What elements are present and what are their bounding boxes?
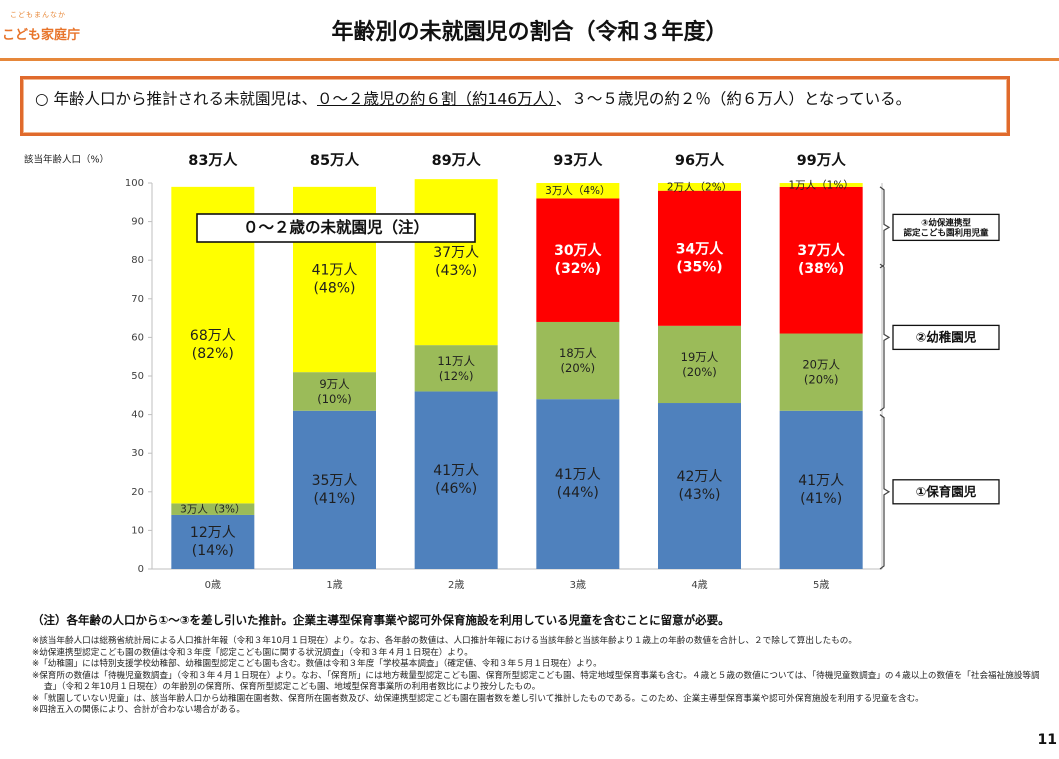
legend-bracket-2 bbox=[879, 263, 891, 412]
total-label-2: 89万人 bbox=[432, 152, 482, 169]
bar-hoikuen-1 bbox=[293, 410, 376, 569]
data-label-youchien-5: 37万人(38%) bbox=[797, 242, 845, 277]
bar-kodomoen-4 bbox=[658, 325, 741, 404]
y-tick-label: 0 bbox=[138, 564, 144, 575]
bar-hoikuen-5 bbox=[779, 410, 863, 569]
footnote-1: ※該当年齢人口は総務省統計局による人口推計年報（令和３年10月１日現在）より。な… bbox=[32, 636, 857, 646]
total-label-4: 96万人 bbox=[675, 152, 725, 169]
y-tick-label: 50 bbox=[131, 371, 144, 382]
y-tick-label: 90 bbox=[131, 217, 144, 228]
data-label-hoikuen-4: 42万人(43%) bbox=[677, 469, 723, 503]
x-tick-label-0: 0歳 bbox=[205, 579, 221, 591]
logo-name: こども家庭庁 bbox=[2, 28, 81, 43]
data-label-mishuen-2: 37万人(43%) bbox=[433, 245, 479, 279]
footnote-2: ※幼保連携型認定こども園の数値は令和３年度「認定こども園に関する状況調査」（令和… bbox=[32, 647, 473, 658]
y-tick-label: 20 bbox=[131, 487, 144, 498]
bar-kodomoen-5 bbox=[779, 333, 863, 411]
data-label-mishuen-4: 2万人（2%） bbox=[667, 181, 732, 193]
legend-text-2: ②幼稚園児 bbox=[916, 329, 977, 344]
summary-underlined: ０～２歳児の約６割（約146万人） bbox=[316, 90, 556, 108]
bar-mishuen-4 bbox=[658, 183, 741, 191]
y-tick-label: 10 bbox=[131, 525, 144, 536]
bar-hoikuen-3 bbox=[536, 399, 620, 569]
data-label-kodomoen-4: 19万人(20%) bbox=[681, 349, 719, 378]
data-label-kodomoen-5: 20万人(20%) bbox=[802, 357, 840, 386]
data-label-youchien-3: 30万人(32%) bbox=[554, 242, 602, 277]
total-label-1: 85万人 bbox=[310, 152, 360, 169]
bar-youchien-3 bbox=[536, 198, 620, 322]
bar-hoikuen-4 bbox=[658, 403, 741, 569]
stacked-bar-chart: 該当年齢人口（%） 0 10 20 30 40 50 60 70 80 90 100 12万人(14%)… bbox=[24, 152, 1000, 591]
footnote-3: ※「幼稚園」には特別支援学校幼稚部、幼稚園型認定こども園も含む。数値は令和３年度… bbox=[32, 659, 602, 669]
bar-mishuen-3 bbox=[536, 183, 620, 199]
total-label-0: 83万人 bbox=[188, 152, 238, 169]
y-tick-label: 60 bbox=[131, 332, 144, 343]
y-tick-label: 80 bbox=[131, 255, 144, 266]
legend-bracket-3 bbox=[879, 414, 891, 570]
agency-logo: こどもまんなか こども家庭庁 bbox=[2, 6, 92, 46]
title-divider bbox=[0, 58, 1059, 61]
data-label-hoikuen-0: 12万人(14%) bbox=[190, 525, 236, 559]
data-label-mishuen-1: 41万人(48%) bbox=[312, 263, 358, 297]
legend-bracket-1 bbox=[879, 186, 891, 269]
total-label-3: 93万人 bbox=[553, 152, 603, 169]
total-label-5: 99万人 bbox=[797, 152, 847, 169]
footnote-4: ※保育所の数値は「待機児童数調査」（令和３年４月１日現在）より。なお、「保育所」… bbox=[32, 670, 1040, 693]
summary-text-before: 年齢人口から推計される未就園児は、 bbox=[53, 90, 317, 108]
data-label-kodomoen-0: 3万人（3%） bbox=[180, 504, 245, 516]
legend-text-3: ①保育園児 bbox=[916, 483, 977, 498]
bar-kodomoen-3 bbox=[536, 321, 620, 400]
x-tick-label-1: 1歳 bbox=[326, 579, 342, 591]
footnote-5: ※「就園していない児童」は、該当年齢人口から幼稚園在園者数、保育所在園者数及び、… bbox=[32, 693, 924, 704]
bar-kodomoen-0 bbox=[171, 503, 255, 515]
summary-bullet: ○ bbox=[35, 90, 49, 108]
footnote-list: ※該当年齢人口は総務省統計局による人口推計年報（令和３年10月１日現在）より。な… bbox=[32, 636, 1042, 717]
data-label-mishuen-5: 1万人（1%） bbox=[788, 179, 853, 191]
legend-box-2 bbox=[892, 324, 1000, 351]
bar-youchien-4 bbox=[658, 190, 741, 326]
page-number: 11 bbox=[1037, 732, 1057, 748]
summary-box: ○ 年齢人口から推計される未就園児は、０～２歳児の約６割（約146万人）、３～５… bbox=[20, 76, 1010, 136]
y-axis-label: 該当年齢人口（%） bbox=[24, 154, 109, 166]
x-tick-label-4: 4歳 bbox=[691, 579, 707, 591]
data-label-mishuen-3: 3万人（4%） bbox=[545, 185, 610, 197]
summary-text: ○ 年齢人口から推計される未就園児は、０～２歳児の約６割（約146万人）、３～５… bbox=[35, 89, 995, 110]
x-tick-label-3: 3歳 bbox=[570, 579, 586, 591]
legend-box-1 bbox=[892, 213, 1000, 242]
logo-tagline: こどもまんなか bbox=[10, 11, 66, 19]
data-label-hoikuen-2: 41万人(46%) bbox=[433, 463, 479, 497]
data-label-hoikuen-3: 41万人(44%) bbox=[555, 467, 601, 501]
bar-hoikuen-0 bbox=[171, 514, 255, 569]
footnote-6: ※四捨五入の関係により、合計が合わない場合がある。 bbox=[32, 705, 245, 715]
data-label-kodomoen-3: 18万人(20%) bbox=[559, 346, 597, 375]
footnotes: （注）各年齢の人口から①～③を差し引いた推計。企業主導型保育事業や認可外保育施設… bbox=[32, 612, 1042, 717]
data-label-mishuen-0: 68万人(82%) bbox=[190, 328, 236, 362]
x-tick-label-2: 2歳 bbox=[448, 579, 464, 591]
data-label-hoikuen-5: 41万人(41%) bbox=[798, 473, 844, 507]
data-label-kodomoen-2: 11万人(12%) bbox=[437, 353, 475, 382]
summary-text-after: 、３～５歳児の約２％（約６万人）となっている。 bbox=[555, 90, 912, 108]
y-tick-label: 40 bbox=[131, 410, 144, 421]
legend-text-1: ③幼保連携型認定こども園利用児童 bbox=[903, 217, 989, 238]
bar-mishuen-2 bbox=[414, 179, 498, 346]
data-label-hoikuen-1: 35万人(41%) bbox=[312, 473, 358, 507]
annotation-box bbox=[196, 213, 476, 243]
data-label-youchien-4: 34万人(35%) bbox=[676, 240, 724, 275]
bar-youchien-5 bbox=[779, 186, 863, 334]
page-title: 年齢別の未就園児の割合（令和３年度） bbox=[331, 20, 728, 45]
bar-hoikuen-2 bbox=[414, 391, 498, 569]
bar-kodomoen-1 bbox=[293, 372, 376, 411]
footnote-main: （注）各年齢の人口から①～③を差し引いた推計。企業主導型保育事業や認可外保育施設… bbox=[32, 613, 730, 627]
bar-kodomoen-2 bbox=[414, 345, 498, 392]
legend-box-3 bbox=[892, 479, 1000, 505]
data-label-kodomoen-1: 9万人(10%) bbox=[317, 376, 352, 405]
x-tick-label-5: 5歳 bbox=[813, 579, 829, 591]
bar-mishuen-5 bbox=[779, 183, 863, 187]
annotation-text: ０～２歳の未就園児（注） bbox=[243, 218, 429, 237]
y-tick-label: 30 bbox=[131, 448, 144, 459]
y-tick-label: 70 bbox=[131, 294, 144, 305]
y-tick-label: 100 bbox=[125, 178, 144, 189]
